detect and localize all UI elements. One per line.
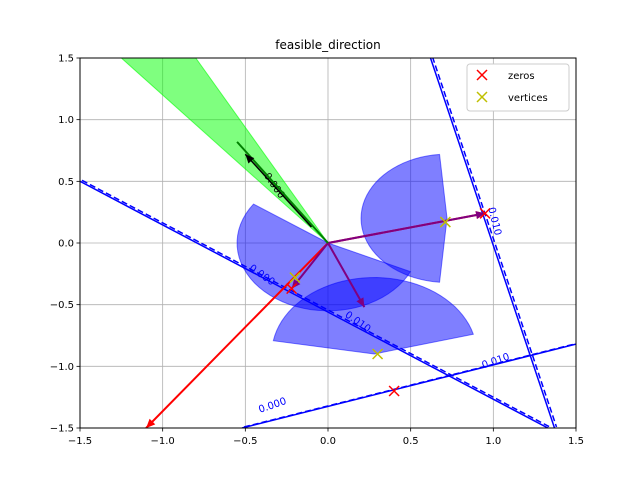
vertex-marker-stroke [439, 216, 451, 228]
constraint-line-dashed [432, 58, 558, 428]
y-tick-label: 0.5 [58, 177, 74, 188]
constraint-line [80, 180, 549, 428]
vertex-marker-stroke [289, 272, 301, 284]
x-tick-label: 0.5 [403, 436, 419, 447]
direction-arrow [327, 242, 366, 308]
x-tick-label: 1.5 [568, 436, 584, 447]
x-tick-label: −1.0 [151, 436, 175, 447]
tick-layer: −1.5 −1.0 −0.5 0.0 0.5 1.0 1.5−1.5−1.0−0.50.00… [50, 54, 584, 448]
feasible-direction-arrow [244, 153, 313, 228]
contour-label: 0.000 [257, 396, 288, 416]
legend-marker-vertices [476, 91, 488, 103]
y-tick-label: 1.5 [58, 54, 74, 65]
chart-title: feasible_direction [275, 38, 380, 52]
y-tick-label: −0.5 [50, 300, 74, 311]
legend-label-zeros: zeros [508, 71, 535, 82]
legend-label-vertices: vertices [508, 93, 548, 104]
legend-marker-zeros [476, 69, 488, 81]
constraint-wedge [272, 277, 474, 355]
vertex-marker [372, 348, 384, 360]
gradient-arrow-head [146, 418, 156, 428]
vertex-marker [439, 216, 451, 228]
legend-box [466, 63, 570, 112]
zero-marker [388, 385, 400, 397]
legend: zeros vertices [466, 63, 570, 112]
x-tick-label: −1.5 [68, 436, 92, 447]
feasible-cone [120, 58, 329, 244]
y-tick-label: −1.0 [50, 362, 74, 373]
contour-label: 0.010 [480, 352, 511, 372]
zero-marker-stroke [388, 385, 400, 397]
constraint-line-dashed [243, 342, 576, 428]
constraint-line [429, 58, 556, 428]
y-tick-label: 0.0 [58, 239, 74, 250]
vertex-marker [289, 272, 301, 284]
feasible-direction-arrow-head [245, 154, 255, 164]
x-tick-label: −0.5 [233, 436, 257, 447]
vertex-marker-stroke [372, 348, 384, 360]
direction-arrow-head [475, 211, 486, 219]
direction-arrow-head [356, 297, 365, 308]
zero-marker [479, 207, 491, 219]
zero-marker [286, 283, 298, 295]
zero-marker-stroke [286, 283, 298, 295]
x-tick-label: 1.0 [485, 436, 501, 447]
zero-marker-stroke [479, 207, 491, 219]
constraint-wedge [360, 153, 448, 283]
y-tick-label: 1.0 [58, 115, 74, 126]
x-tick-label: 0.0 [320, 436, 336, 447]
constraint-line-dashed [81, 179, 551, 428]
direction-arrow [327, 212, 486, 244]
y-tick-label: −1.5 [50, 424, 74, 435]
